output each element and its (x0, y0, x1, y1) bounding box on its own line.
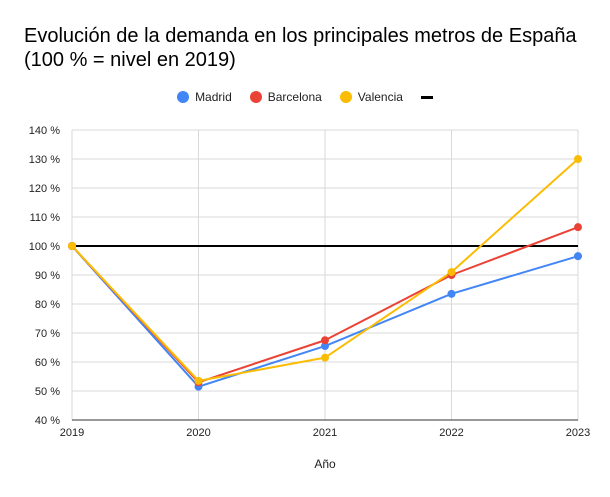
x-axis-title: Año (314, 457, 336, 471)
data-point-valencia[interactable] (194, 376, 203, 385)
data-point-valencia[interactable] (321, 353, 329, 362)
y-tick-label: 140 % (29, 125, 60, 137)
legend-label-barcelona: Barcelona (267, 90, 322, 104)
data-point-barcelona[interactable] (574, 223, 582, 232)
x-axis-ticks: 2019 2020 2021 2022 2023 (60, 427, 590, 439)
chart-title-line-1: Evolución de la demanda en los principal… (24, 25, 577, 47)
y-tick-label: 110 % (30, 212, 61, 224)
data-point-barcelona[interactable] (321, 336, 329, 345)
y-tick-label: 100 % (29, 241, 60, 253)
data-point-madrid[interactable] (574, 252, 582, 261)
x-tick-label: 2020 (186, 427, 210, 439)
chart-title-line-2: (100 % = nivel en 2019) (24, 49, 236, 71)
data-point-valencia[interactable] (447, 268, 456, 277)
data-point-madrid[interactable] (447, 289, 456, 298)
y-tick-label: 60 % (35, 357, 60, 369)
y-tick-label: 70 % (35, 328, 60, 340)
data-point-valencia[interactable] (574, 155, 582, 163)
data-point-valencia[interactable] (68, 242, 76, 250)
legend-marker-barcelona (249, 91, 262, 103)
legend-item-madrid[interactable]: Madrid (177, 90, 232, 104)
legend-item-reference[interactable] (420, 95, 433, 99)
y-tick-label: 90 % (35, 270, 60, 282)
y-tick-label: 80 % (35, 299, 60, 311)
y-tick-label: 120 % (29, 183, 60, 195)
grid-lines (71, 129, 579, 421)
x-tick-label: 2023 (566, 427, 590, 439)
y-tick-label: 50 % (35, 386, 60, 398)
legend-marker-valencia (339, 91, 352, 103)
data-point-madrid[interactable] (321, 342, 329, 351)
chart-legend: Madrid Barcelona Valencia (0, 87, 610, 107)
x-tick-label: 2021 (313, 427, 337, 439)
series-group (68, 155, 582, 391)
legend-marker-reference (420, 95, 433, 99)
x-tick-label: 2019 (60, 427, 84, 439)
legend-label-madrid: Madrid (195, 90, 232, 104)
y-tick-label: 130 % (29, 154, 60, 166)
x-tick-label: 2022 (439, 427, 463, 439)
y-axis-ticks: 40 % 50 % 60 % 70 % 80 % 90 % 100 % 110 % 120 % 1… (29, 125, 60, 427)
legend-item-barcelona[interactable]: Barcelona (249, 90, 322, 104)
legend-label-valencia: Valencia (357, 90, 403, 104)
chart-title: Evolución de la demanda en los principal… (24, 24, 594, 72)
legend-item-valencia[interactable]: Valencia (339, 90, 403, 104)
legend-marker-madrid (177, 91, 190, 103)
y-tick-label: 40 % (35, 415, 60, 427)
